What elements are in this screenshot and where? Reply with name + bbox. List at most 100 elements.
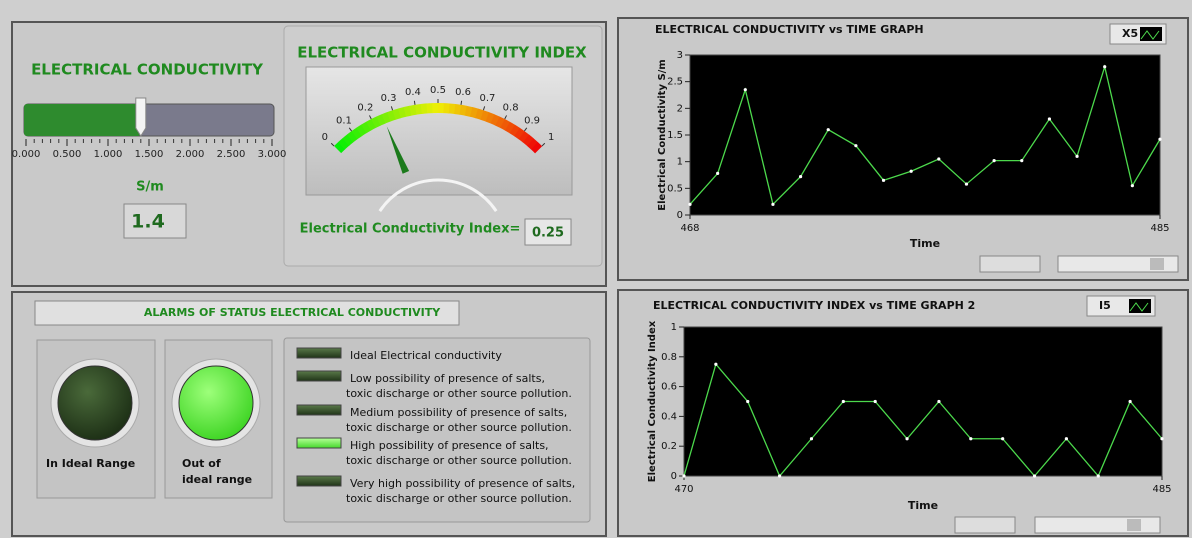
slider-fill xyxy=(24,104,141,136)
indicator-label: Low possibility of presence of salts, xyxy=(350,372,545,385)
gauge-scale-segment xyxy=(509,124,520,137)
indicator-box xyxy=(283,337,591,523)
gauge-scale-segment xyxy=(392,108,402,120)
tick-mark xyxy=(482,106,486,111)
gauge-scale-segment xyxy=(459,104,467,116)
y-tick-label: 0 xyxy=(677,210,683,221)
graph-tools[interactable] xyxy=(979,255,1041,273)
graph-title: ELECTRICAL CONDUCTIVITY vs TIME GRAPH xyxy=(655,23,924,36)
numeric-value: 0.25 xyxy=(532,226,564,241)
data-point xyxy=(1103,65,1107,69)
data-line xyxy=(683,362,1163,478)
data-point xyxy=(809,437,814,441)
gauge-face xyxy=(305,66,573,196)
led-label: ideal range xyxy=(182,473,252,486)
gauge-scale-segment xyxy=(371,116,381,128)
gauge-scale-segment xyxy=(475,108,484,120)
gauge-scale-segment xyxy=(490,114,500,126)
gauge-scale-segment xyxy=(356,124,367,137)
data-point xyxy=(969,437,973,441)
tick-label: 0.000 xyxy=(12,149,41,160)
data-point xyxy=(1032,474,1037,478)
tick-label: 0.3 xyxy=(381,93,397,104)
tick-label: 0.4 xyxy=(405,87,421,98)
data-point xyxy=(964,182,969,186)
tick-label: 0.7 xyxy=(479,93,495,104)
led xyxy=(178,365,254,441)
legend-swatch xyxy=(1140,27,1162,41)
slider-thumb xyxy=(135,97,147,137)
status-indicator xyxy=(296,347,342,359)
readout-label: Electrical Conductivity Index= xyxy=(300,222,521,237)
gauge-scale-segment xyxy=(403,105,412,117)
tick-mark xyxy=(390,106,394,111)
x-tick-label: 468 xyxy=(680,223,699,234)
gauge-scale-segment xyxy=(361,121,372,134)
gauge-scale-segment xyxy=(334,141,346,154)
data-line xyxy=(689,64,1161,206)
gauge-scale-segment xyxy=(420,103,428,114)
tick-label: 0.8 xyxy=(503,102,519,113)
plot-area xyxy=(683,326,1163,477)
led-label: Out of xyxy=(182,457,221,470)
data-point xyxy=(1075,154,1079,158)
gauge-scale-segment xyxy=(398,106,407,119)
gauge-scale-segment xyxy=(526,138,538,150)
graph-tools[interactable] xyxy=(954,516,1016,534)
tick-mark xyxy=(523,127,528,132)
gauge-scale-segment xyxy=(530,142,543,154)
indicator-label: toxic discharge or other source pollutio… xyxy=(346,454,572,467)
gauge-scale-segment xyxy=(454,104,462,115)
gauge-scale-segment xyxy=(514,127,525,140)
legend-swatch xyxy=(1129,299,1151,313)
tick-label: 0.1 xyxy=(336,116,352,127)
tick-mark xyxy=(504,115,507,120)
gauge-scale-segment xyxy=(415,103,423,115)
plot-area xyxy=(689,54,1161,216)
x-tick-label: 470 xyxy=(674,484,693,495)
y-tick-label: 0.4 xyxy=(661,411,677,422)
scrollbar[interactable] xyxy=(1034,516,1161,534)
status-indicator xyxy=(296,475,342,487)
data-point xyxy=(798,175,803,179)
data-point xyxy=(688,202,692,206)
gauge-scale-segment xyxy=(376,114,386,126)
legend-label: X5 xyxy=(1122,27,1138,40)
gauge-scale-segment xyxy=(366,118,377,131)
led xyxy=(57,365,133,441)
tick-label: 0 xyxy=(322,132,328,143)
tick-mark xyxy=(330,142,335,147)
indicator-label: Medium possibility of presence of salts, xyxy=(350,406,567,419)
x-tick-label: 485 xyxy=(1152,484,1171,495)
tick-mark xyxy=(348,127,353,132)
data-point xyxy=(854,144,858,148)
tick-mark xyxy=(460,100,463,105)
data-point xyxy=(826,128,830,132)
gauge-scale-segment xyxy=(351,127,363,140)
indicator-label: Ideal Electrical conductivity xyxy=(350,349,502,362)
data-point xyxy=(716,171,720,175)
scroll-thumb[interactable] xyxy=(1127,519,1141,531)
gauge-scale-segment xyxy=(448,103,456,114)
x-axis-label: Time xyxy=(910,237,940,250)
numeric-value: 1.4 xyxy=(131,211,165,233)
tick-label: 0.500 xyxy=(53,149,82,160)
data-point xyxy=(1064,437,1068,441)
tick-label: 3.000 xyxy=(258,149,287,160)
scrollbar[interactable] xyxy=(1057,255,1179,273)
tick-label: 0.6 xyxy=(455,87,471,98)
data-point xyxy=(1096,474,1100,478)
scroll-thumb[interactable] xyxy=(1150,258,1164,270)
unit-label: S/m xyxy=(136,180,164,195)
data-point xyxy=(714,362,718,366)
y-tick-label: 0.5 xyxy=(667,183,683,194)
y-tick-label: 0.6 xyxy=(661,382,677,393)
y-axis-label: Electrical Conductivity Index xyxy=(647,320,658,482)
data-point xyxy=(746,399,750,404)
data-point xyxy=(905,437,909,441)
status-indicator xyxy=(296,370,342,382)
indicator-label: High possibility of presence of salts, xyxy=(350,439,549,452)
legend-line xyxy=(1129,302,1149,312)
gauge-scale-segment xyxy=(342,134,354,146)
